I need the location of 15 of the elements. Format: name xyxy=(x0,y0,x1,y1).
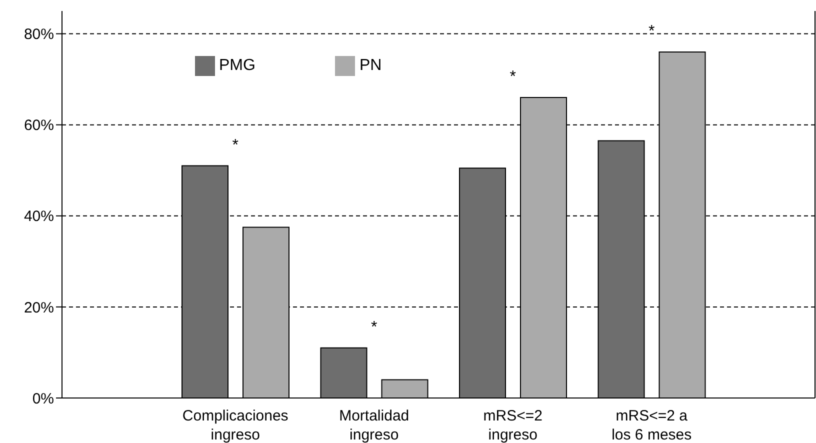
legend-label: PMG xyxy=(219,57,256,74)
y-tick-label: 40% xyxy=(24,208,54,226)
x-tick-label: mRS<=2 ingreso xyxy=(483,408,542,443)
y-tick-label: 0% xyxy=(32,390,54,408)
x-tick-label: Complicaciones ingreso xyxy=(182,408,288,443)
legend-label: PN xyxy=(359,57,382,74)
x-tick-label: Mortalidad ingreso xyxy=(339,408,410,443)
y-tick-label: 20% xyxy=(24,299,54,316)
annotation: * xyxy=(648,22,655,40)
annotation: * xyxy=(232,136,238,154)
y-tick-label: 80% xyxy=(24,26,54,44)
annotation: * xyxy=(371,318,378,336)
y-tick-label: 60% xyxy=(24,117,54,134)
x-tick-label: mRS<=2 a los 6 meses xyxy=(612,408,692,443)
annotation: * xyxy=(510,68,516,86)
